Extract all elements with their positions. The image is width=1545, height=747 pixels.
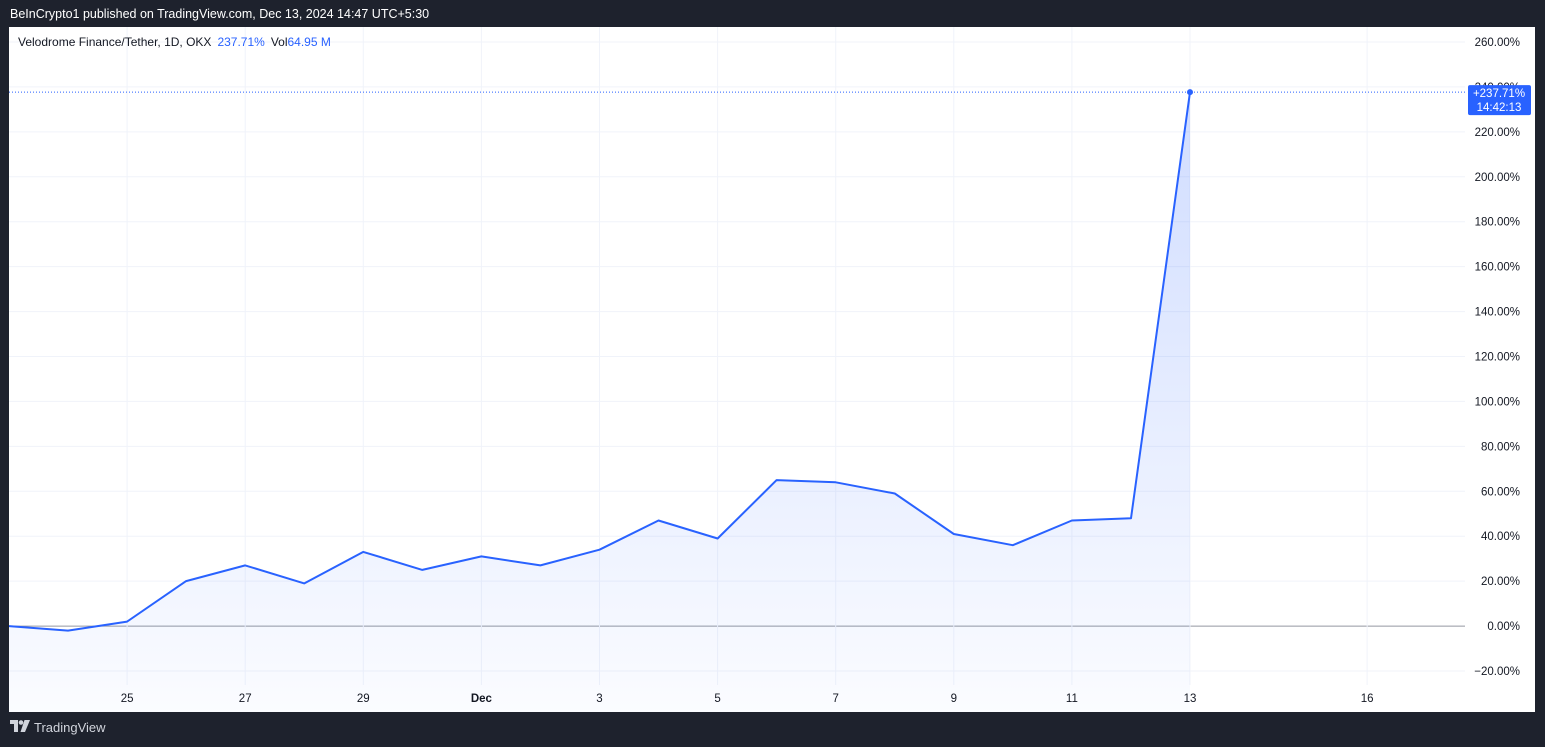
chart-frame[interactable]: 260.00%240.00%220.00%200.00%180.00%160.0… xyxy=(9,27,1535,712)
chart-legend: Velodrome Finance/Tether, 1D, OKX 237.71%… xyxy=(18,35,331,49)
y-tick-label: 180.00% xyxy=(1475,217,1520,229)
y-tick-label: 80.00% xyxy=(1481,441,1520,453)
legend-vol-label: Vol xyxy=(270,35,288,49)
area-fill xyxy=(9,92,1190,712)
y-tick-label: 0.00% xyxy=(1487,621,1520,633)
y-tick-label: 100.00% xyxy=(1475,396,1520,408)
last-value-tag xyxy=(1468,85,1531,116)
y-tick-label: 200.00% xyxy=(1475,172,1520,184)
legend-vol-value: 64.95 M xyxy=(287,35,331,49)
x-tick-label: 25 xyxy=(121,693,134,705)
x-axis: 25 27 29 Dec 3 5 7 9 11 13 16 xyxy=(121,693,1374,705)
x-tick-label: 13 xyxy=(1184,693,1197,705)
x-tick-label: Dec xyxy=(471,693,493,705)
y-tick-label: 160.00% xyxy=(1475,262,1520,274)
x-tick-label: 29 xyxy=(357,693,370,705)
tradingview-logo-icon[interactable] xyxy=(10,720,30,735)
last-point-marker xyxy=(1187,89,1193,96)
legend-change: 237.71% xyxy=(217,35,265,49)
x-tick-label: 3 xyxy=(596,693,602,705)
footer: TradingView xyxy=(10,720,106,735)
y-tick-label: 40.00% xyxy=(1481,531,1520,543)
y-tick-label: 120.00% xyxy=(1475,352,1520,364)
y-tick-label: 60.00% xyxy=(1481,486,1520,498)
y-tick-label: 220.00% xyxy=(1475,127,1520,139)
x-tick-label: 27 xyxy=(239,693,252,705)
price-chart[interactable]: 260.00%240.00%220.00%200.00%180.00%160.0… xyxy=(9,27,1535,712)
last-value-label: +237.71% xyxy=(1473,88,1525,100)
x-tick-label: 5 xyxy=(714,693,720,705)
y-tick-label: −20.00% xyxy=(1474,666,1520,678)
x-tick-label: 7 xyxy=(832,693,838,705)
y-axis: 260.00%240.00%220.00%200.00%180.00%160.0… xyxy=(1474,37,1520,678)
y-tick-label: 140.00% xyxy=(1475,307,1520,319)
x-tick-label: 16 xyxy=(1361,693,1374,705)
series-layer xyxy=(9,89,1193,712)
y-tick-label: 260.00% xyxy=(1475,37,1520,49)
last-value-tag-layer: +237.71% 14:42:13 xyxy=(9,85,1531,116)
tradingview-brand[interactable]: TradingView xyxy=(34,720,106,735)
x-tick-label: 11 xyxy=(1066,693,1078,705)
x-tick-label: 9 xyxy=(951,693,957,705)
last-value-time: 14:42:13 xyxy=(1477,102,1522,114)
publish-header: BeInCrypto1 published on TradingView.com… xyxy=(10,7,430,21)
y-tick-label: 20.00% xyxy=(1481,576,1520,588)
legend-symbol: Velodrome Finance/Tether, 1D, OKX xyxy=(18,35,212,49)
